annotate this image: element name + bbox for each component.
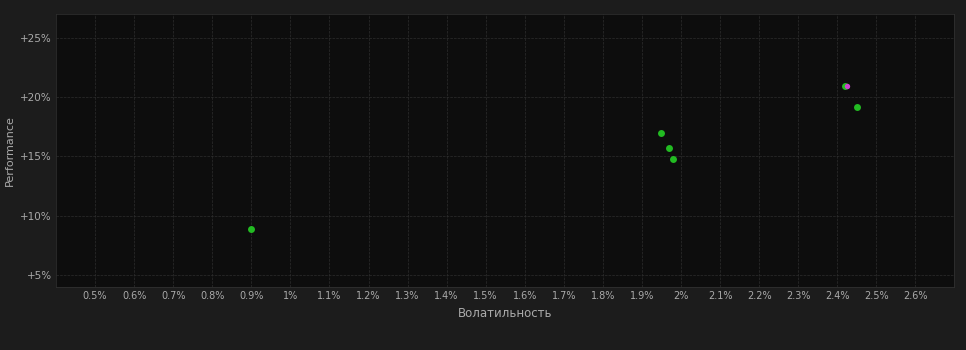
Point (839, 84, 855, 89)
Point (662, 145, 677, 151)
Y-axis label: Performance: Performance (5, 115, 14, 186)
X-axis label: Волатильность: Волатильность (458, 307, 553, 320)
Point (654, 130, 669, 135)
Point (666, 156, 681, 162)
Point (838, 84, 853, 89)
Point (243, 226, 259, 232)
Point (849, 104, 865, 110)
